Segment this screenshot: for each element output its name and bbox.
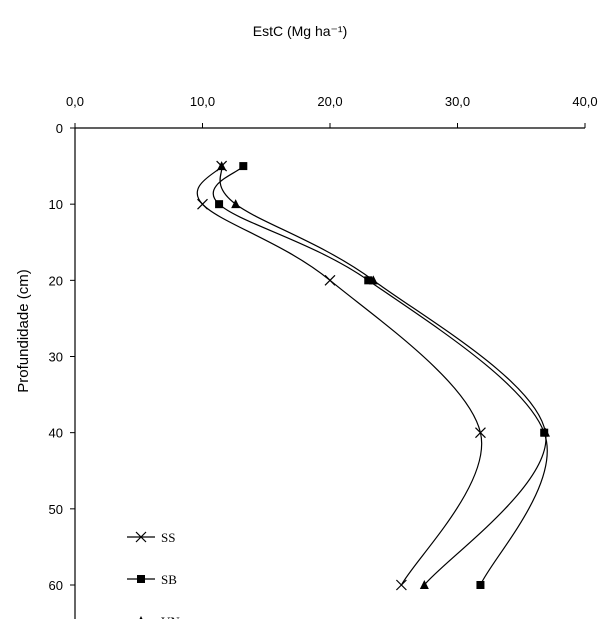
series-sb bbox=[212, 162, 549, 589]
legend-item-vn: VN bbox=[139, 614, 180, 619]
y-tick-label: 20 bbox=[49, 273, 63, 288]
data-point-sb bbox=[239, 162, 248, 171]
legend-label: SS bbox=[161, 530, 175, 545]
y-tick-label: 60 bbox=[49, 578, 63, 593]
data-point-vn bbox=[540, 427, 550, 437]
data-point-vn bbox=[217, 161, 227, 171]
legend: SS SB VN bbox=[127, 530, 180, 619]
x-tick-label: 20,0 bbox=[317, 94, 342, 109]
series-line-vn bbox=[219, 165, 547, 586]
x-tick-label: 30,0 bbox=[445, 94, 470, 109]
x-axis-title: EstC (Mg ha⁻¹) bbox=[253, 23, 348, 39]
legend-label: SB bbox=[161, 572, 177, 587]
series-ss bbox=[196, 160, 486, 591]
x-tick-label: 0,0 bbox=[66, 94, 84, 109]
axes: 0,0 10,0 20,0 30,0 40,0 0 10 20 30 40 50 60 bbox=[49, 94, 598, 619]
data-point-ss bbox=[395, 579, 407, 591]
data-point-ss bbox=[324, 274, 336, 286]
y-axis-title: Profundidade (cm) bbox=[15, 269, 32, 392]
legend-label: VN bbox=[161, 614, 180, 619]
y-tick-label: 10 bbox=[49, 197, 63, 212]
legend-item-ss: SS bbox=[127, 530, 175, 545]
legend-item-sb: SB bbox=[127, 572, 177, 587]
y-tick-label: 0 bbox=[56, 121, 63, 136]
series-line-sb bbox=[212, 165, 548, 586]
legend-marker bbox=[135, 531, 147, 543]
y-tick-label: 40 bbox=[49, 426, 63, 441]
data-point-sb bbox=[476, 581, 485, 589]
data-point-sb bbox=[215, 200, 224, 209]
y-tick-label: 50 bbox=[49, 502, 63, 517]
series-line-ss bbox=[196, 165, 483, 586]
series-layer bbox=[196, 160, 550, 591]
data-point-sb bbox=[364, 276, 373, 285]
data-point-ss bbox=[197, 198, 208, 210]
data-point-vn bbox=[368, 275, 378, 285]
data-point-ss bbox=[475, 427, 486, 439]
x-tick-label: 10,0 bbox=[190, 94, 215, 109]
series-vn bbox=[217, 161, 550, 589]
y-tick-label: 30 bbox=[49, 350, 63, 365]
data-point-vn bbox=[231, 199, 241, 209]
legend-marker bbox=[137, 575, 145, 583]
x-tick-label: 40,0 bbox=[572, 94, 597, 109]
data-point-vn bbox=[419, 580, 429, 589]
legend-marker bbox=[139, 616, 143, 619]
